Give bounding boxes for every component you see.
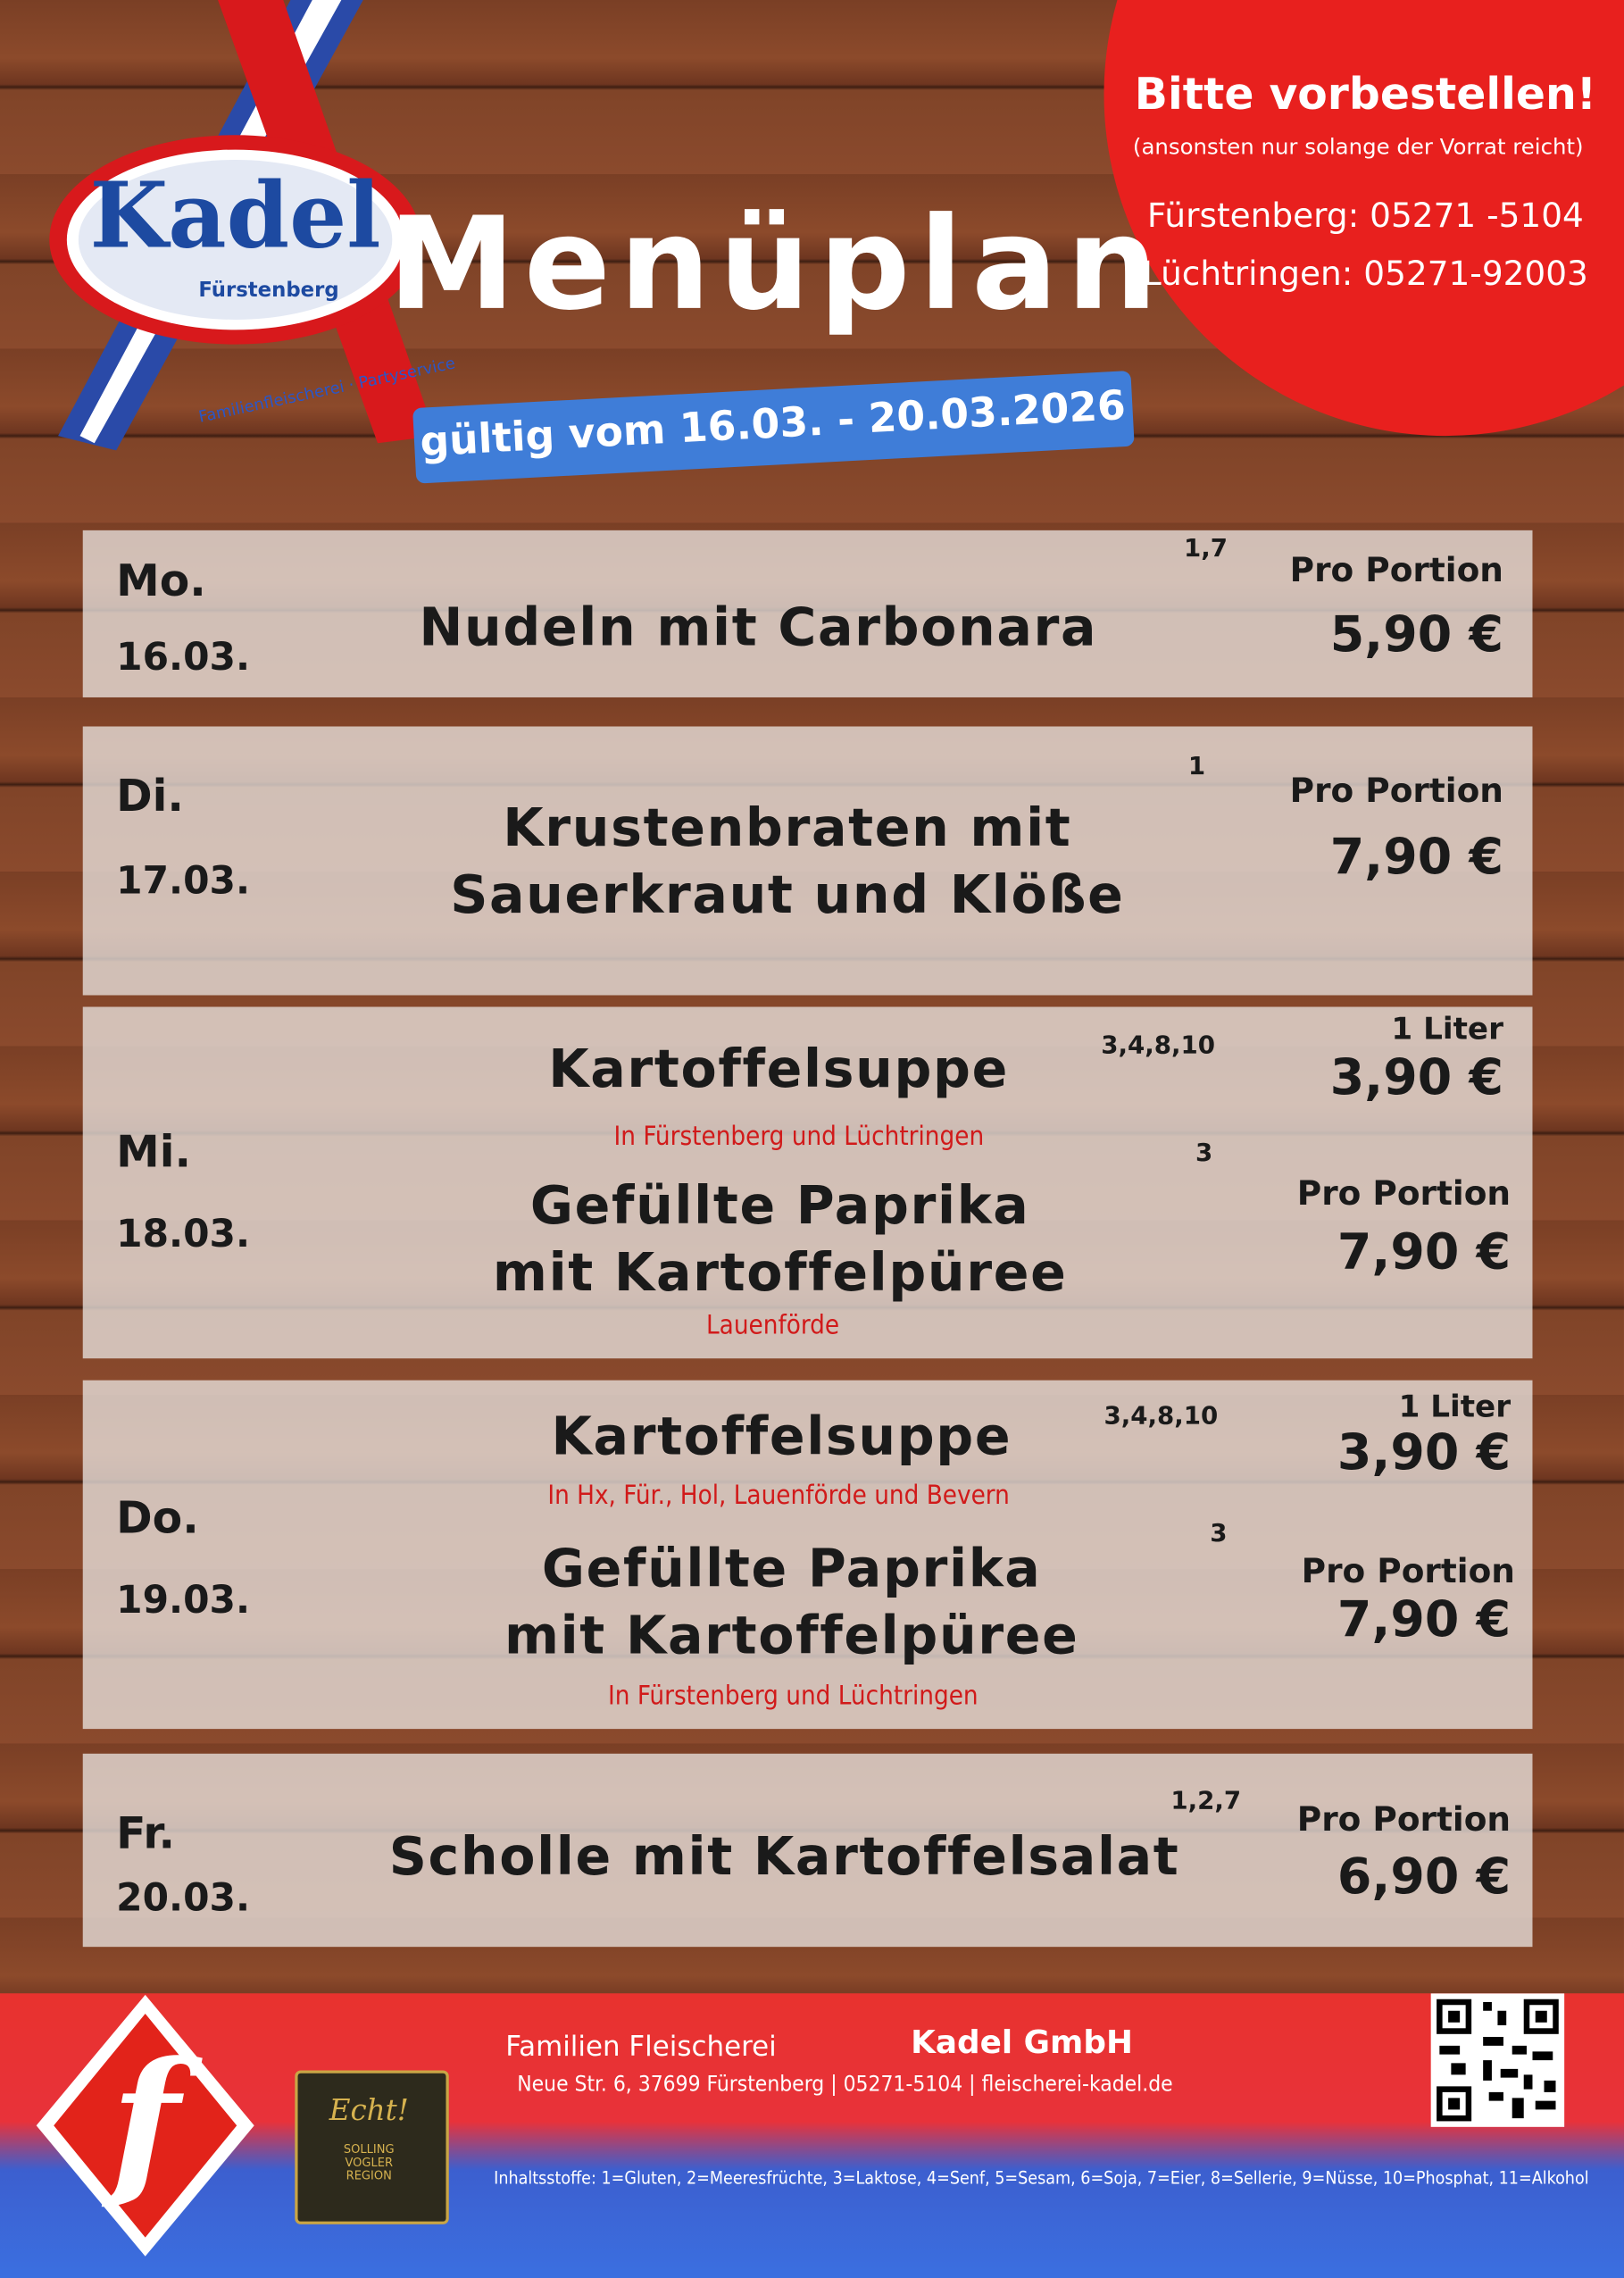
dish: Scholle mit Kartoffelsalat [388, 1827, 1180, 1888]
badge-title: Echt! [329, 2091, 409, 2127]
location: In Fürstenberg und Lüchtringen [608, 1681, 979, 1712]
unit: Pro Portion [1289, 772, 1503, 811]
order-note: (ansonsten nur solange der Vorrat reicht… [1132, 133, 1584, 160]
day-row [82, 1753, 1533, 1948]
date: 18.03. [116, 1213, 251, 1257]
day: Fr. [116, 1808, 176, 1860]
price: 6,90 € [1337, 1848, 1512, 1907]
price: 7,90 € [1337, 1222, 1512, 1282]
badge [295, 2070, 449, 2224]
footer-band [0, 1993, 1624, 2278]
brand: Kadel GmbH [911, 2025, 1133, 2062]
dish: Gefüllte Paprika mit Kartoffelpüree [492, 1176, 1068, 1304]
dish: Gefüllte Paprika mit Kartoffelpüree [504, 1540, 1079, 1667]
price: 3,90 € [1329, 1048, 1503, 1107]
dish: Kartoffelsuppe [551, 1407, 1012, 1468]
allergens: 3 [1195, 1139, 1213, 1169]
badge-region: SOLLING VOGLER REGION [343, 2142, 395, 2182]
date: 17.03. [116, 860, 251, 904]
unit: 1 Liter [1391, 1011, 1503, 1047]
fleischer-logo: f [36, 1994, 254, 2257]
dish: Kartoffelsuppe [548, 1039, 1009, 1100]
allergens: 1 [1187, 752, 1206, 782]
logo-graphic [49, 0, 437, 451]
day: Di. [116, 771, 184, 822]
unit: Pro Portion [1301, 1553, 1515, 1591]
order-phone: Lüchtringen: 05271-92003 [1142, 255, 1588, 294]
day: Mo. [116, 556, 206, 608]
date: 16.03. [116, 636, 251, 680]
dish: Nudeln mit Carbonara [419, 598, 1098, 659]
day-row [82, 530, 1533, 697]
day-row [82, 1380, 1533, 1730]
logo-place: Fürstenberg [198, 279, 339, 303]
location: In Hx, Für., Hol, Lauenförde und Bevern [547, 1480, 1010, 1512]
day-row [82, 1006, 1533, 1359]
allergens: 3,4,8,10 [1103, 1402, 1219, 1431]
qr-code [1430, 1993, 1565, 2127]
address: Neue Str. 6, 37699 Fürstenberg | 05271-5… [517, 2070, 1173, 2097]
unit: Pro Portion [1296, 1801, 1512, 1840]
price: 5,90 € [1329, 605, 1503, 664]
price: 7,90 € [1337, 1590, 1512, 1649]
logo-name: Kadel [89, 163, 381, 269]
price: 3,90 € [1337, 1423, 1512, 1482]
date: 20.03. [116, 1877, 251, 1921]
company: Familien Fleischerei [505, 2031, 777, 2064]
allergens: 1,7 [1184, 534, 1228, 564]
unit: Pro Portion [1296, 1175, 1512, 1214]
order-phone: Fürstenberg: 05271 -5104 [1146, 197, 1584, 236]
order-title: Bitte vorbestellen! [1134, 70, 1596, 121]
allergen-key: Inhaltsstoffe: 1=Gluten, 2=Meeresfrüchte… [494, 2167, 1589, 2189]
unit: 1 Liter [1398, 1389, 1512, 1424]
allergens: 3 [1210, 1519, 1228, 1549]
title: Menüplan [387, 188, 1167, 339]
day-row [82, 726, 1533, 996]
allergens: 1,2,7 [1170, 1787, 1242, 1816]
unit: Pro Portion [1289, 552, 1503, 590]
day: Mi. [116, 1127, 192, 1179]
dish: Krustenbraten mit Sauerkraut und Klöße [450, 798, 1125, 926]
day: Do. [116, 1493, 199, 1545]
allergens: 3,4,8,10 [1101, 1031, 1216, 1061]
location: In Fürstenberg und Lüchtringen [613, 1122, 985, 1153]
location: Lauenförde [706, 1310, 840, 1341]
price: 7,90 € [1329, 828, 1503, 887]
date: 19.03. [116, 1579, 251, 1623]
